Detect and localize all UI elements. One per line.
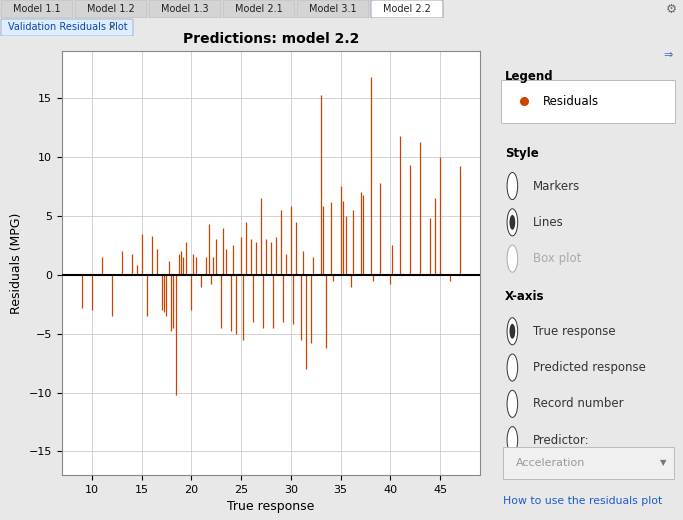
FancyBboxPatch shape [223, 0, 295, 18]
Text: True response: True response [533, 324, 616, 338]
Circle shape [507, 426, 518, 453]
Text: How to use the residuals plot: How to use the residuals plot [503, 496, 662, 506]
Text: Model 1.3: Model 1.3 [161, 4, 209, 14]
Y-axis label: Residuals (MPG): Residuals (MPG) [10, 212, 23, 314]
Text: Residuals: Residuals [543, 95, 599, 108]
Circle shape [507, 391, 518, 418]
FancyBboxPatch shape [1, 19, 133, 36]
Circle shape [510, 324, 515, 339]
Text: X-axis: X-axis [505, 290, 544, 303]
FancyBboxPatch shape [297, 0, 369, 18]
Text: Box plot: Box plot [533, 252, 582, 265]
FancyBboxPatch shape [371, 0, 443, 18]
Text: Model 1.2: Model 1.2 [87, 4, 135, 14]
Circle shape [507, 354, 518, 381]
FancyBboxPatch shape [75, 0, 147, 18]
Circle shape [510, 215, 515, 230]
X-axis label: True response: True response [227, 500, 315, 513]
Text: Predicted response: Predicted response [533, 361, 646, 374]
FancyBboxPatch shape [1, 0, 73, 18]
Circle shape [507, 245, 518, 272]
Text: Model 3.1: Model 3.1 [309, 4, 357, 14]
Text: Predictor:: Predictor: [533, 434, 590, 447]
Circle shape [507, 209, 518, 236]
FancyBboxPatch shape [149, 0, 221, 18]
Text: Model 2.2: Model 2.2 [383, 4, 431, 14]
Text: Model 1.1: Model 1.1 [13, 4, 61, 14]
Circle shape [507, 318, 518, 345]
Text: Validation Residuals Plot: Validation Residuals Plot [8, 22, 128, 32]
Text: Record number: Record number [533, 397, 624, 410]
Text: ⇒: ⇒ [663, 50, 673, 60]
Text: Legend: Legend [505, 70, 553, 83]
Circle shape [507, 173, 518, 200]
Text: Style: Style [505, 147, 538, 160]
Text: Lines: Lines [533, 216, 564, 229]
Text: ×: × [108, 22, 116, 32]
Text: ⚙: ⚙ [665, 3, 677, 16]
Text: Acceleration: Acceleration [516, 458, 585, 468]
FancyBboxPatch shape [501, 80, 675, 123]
Text: Markers: Markers [533, 179, 581, 192]
Text: Model 2.1: Model 2.1 [235, 4, 283, 14]
FancyBboxPatch shape [503, 447, 673, 479]
Title: Predictions: model 2.2: Predictions: model 2.2 [183, 32, 359, 46]
Text: ▼: ▼ [660, 459, 667, 467]
